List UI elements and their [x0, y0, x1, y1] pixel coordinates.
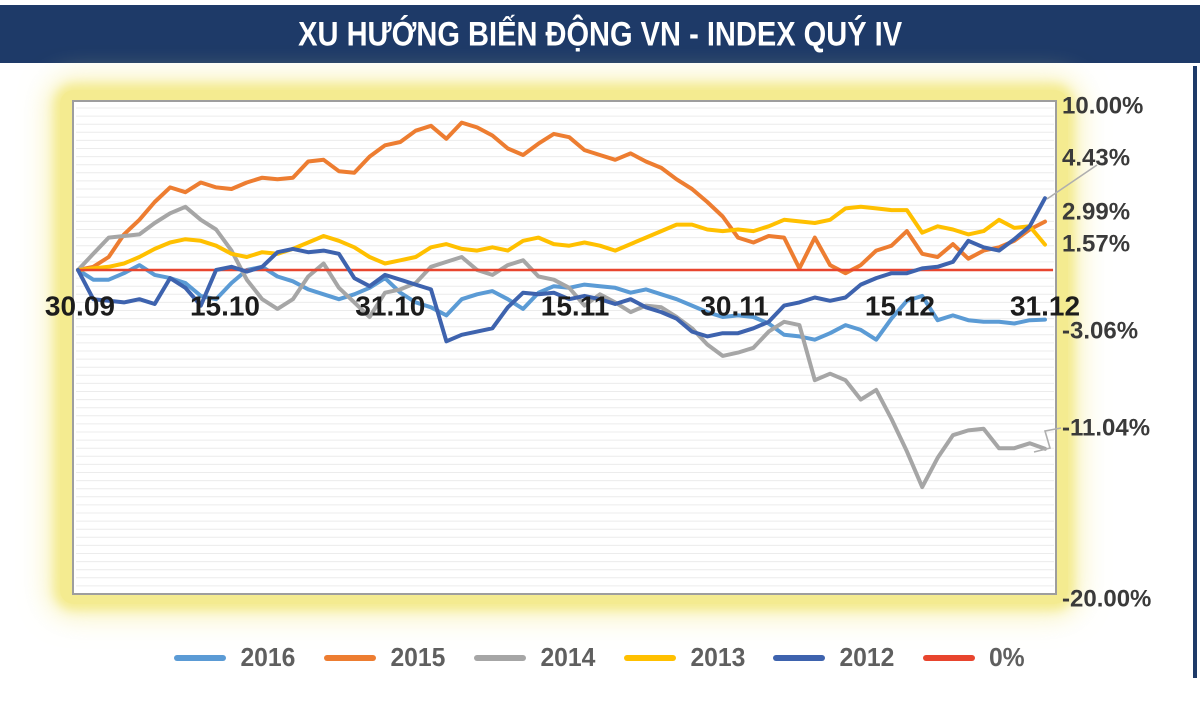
- y-value-label: -3.06%: [1062, 318, 1138, 345]
- legend-label: 2016: [240, 642, 296, 672]
- legend-swatch-icon: [923, 654, 976, 661]
- legend-item-2015: 2015: [323, 642, 447, 673]
- chart-title: XU HƯỚNG BIẾN ĐỘNG VN - INDEX QUÝ IV: [298, 14, 902, 53]
- legend-label: 2013: [690, 642, 746, 672]
- legend-label: 2014: [540, 642, 596, 672]
- legend-label: 0%: [989, 642, 1025, 672]
- y-value-label: -11.04%: [1062, 415, 1150, 442]
- x-axis-label: 30.11: [700, 291, 769, 322]
- legend-item-2013: 2013: [623, 642, 747, 673]
- x-axis-label: 31.12: [1010, 291, 1080, 322]
- page-edge-rule: [1193, 66, 1197, 678]
- legend-label: 2015: [390, 642, 446, 672]
- y-value-label: 2.99%: [1062, 199, 1130, 226]
- legend-swatch-icon: [623, 654, 676, 661]
- x-axis-label: 15.11: [541, 291, 610, 322]
- x-axis-label: 15.12: [865, 291, 935, 322]
- legend-swatch-icon: [174, 654, 227, 661]
- series-line-2016: [76, 263, 1047, 342]
- series-line-2014: [76, 204, 1047, 490]
- legend-swatch-icon: [473, 654, 526, 661]
- y-value-label: 10.00%: [1062, 93, 1143, 120]
- y-value-label: 4.43%: [1062, 145, 1130, 172]
- title-bar: XU HƯỚNG BIẾN ĐỘNG VN - INDEX QUÝ IV: [0, 5, 1200, 63]
- y-value-label: 1.57%: [1062, 231, 1130, 258]
- x-axis-label: 31.10: [355, 291, 425, 322]
- x-axis-label: 15.10: [190, 291, 260, 322]
- legend-swatch-icon: [323, 654, 376, 661]
- legend-item-2014: 2014: [473, 642, 597, 673]
- series-line-2015: [76, 120, 1047, 276]
- y-value-label: -20.00%: [1062, 586, 1151, 613]
- series-line-2013: [76, 204, 1047, 272]
- series-line-2012: [76, 196, 1047, 344]
- legend-item-2012: 2012: [773, 642, 896, 673]
- chart-legend: 2016 2015 2014 2013 2012 0%: [0, 642, 1200, 673]
- x-axis-label: 30.09: [45, 291, 115, 322]
- callout-leader-2012: [1046, 164, 1098, 200]
- legend-item-0pct: 0%: [923, 642, 1026, 673]
- legend-label: 2012: [839, 642, 895, 672]
- callout-leader-2014: [1033, 427, 1062, 453]
- legend-item-2016: 2016: [174, 642, 297, 673]
- legend-swatch-icon: [773, 654, 826, 661]
